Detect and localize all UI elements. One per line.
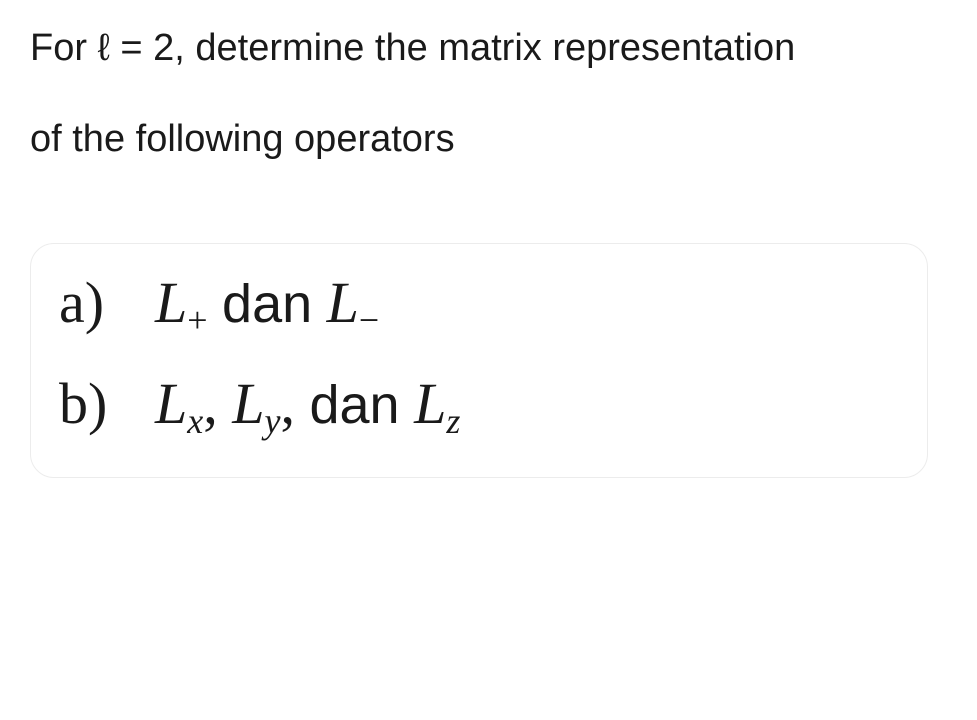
options-card: a) L+ dan L− b) Lx, Ly, dan Lz bbox=[30, 243, 928, 478]
op-L-plus: L+ bbox=[155, 270, 208, 335]
item-b-content: Lx, Ly, dan Lz bbox=[155, 371, 460, 442]
intro-line-1: For ℓ = 2, determine the matrix represen… bbox=[30, 24, 947, 73]
sep-comma-2: , bbox=[280, 371, 295, 436]
op-L-minus: L− bbox=[327, 270, 380, 335]
item-b-label: b) bbox=[59, 371, 155, 438]
conj-dan: dan bbox=[222, 274, 312, 334]
item-a-label: a) bbox=[59, 270, 155, 337]
line-spacer bbox=[30, 73, 947, 115]
item-a-content: L+ dan L− bbox=[155, 270, 379, 341]
op-Lx: Lx bbox=[155, 371, 203, 436]
page: For ℓ = 2, determine the matrix represen… bbox=[0, 0, 977, 478]
item-a: a) L+ dan L− bbox=[59, 270, 899, 341]
item-b: b) Lx, Ly, dan Lz bbox=[59, 371, 899, 442]
intro-line-2: of the following operators bbox=[30, 115, 947, 164]
op-Ly: Ly bbox=[232, 371, 280, 436]
op-Lz: Lz bbox=[414, 371, 460, 436]
conj-dan-2: dan bbox=[309, 375, 399, 435]
sep-comma-1: , bbox=[203, 371, 218, 436]
